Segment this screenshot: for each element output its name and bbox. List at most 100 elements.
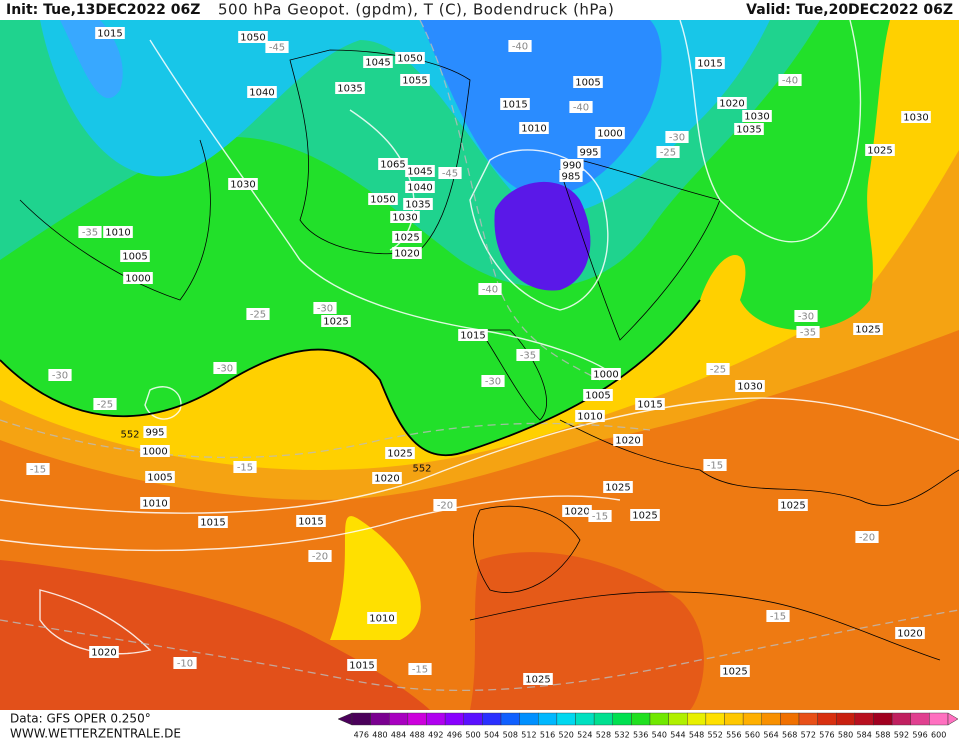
- pressure-label: 1025: [632, 511, 657, 522]
- colorbar-swatch: [538, 712, 558, 726]
- colorbar-label: 600: [931, 731, 946, 740]
- colorbar-swatch: [426, 712, 446, 726]
- pressure-label: 1015: [298, 517, 323, 528]
- pressure-label: 1025: [323, 317, 348, 328]
- pressure-label-bg: [523, 673, 553, 685]
- colorbar-swatch: [351, 712, 371, 726]
- contour-label: 552: [412, 464, 431, 475]
- colorbar-label: 524: [577, 731, 592, 740]
- scandinavia: [559, 159, 721, 341]
- temperature-label: -20: [437, 501, 453, 512]
- pressure-label: 1015: [502, 100, 527, 111]
- temperature-label-bg: [246, 308, 270, 320]
- colorbar-label: 500: [465, 731, 480, 740]
- pressure-label: 1050: [370, 195, 395, 206]
- colorbar-swatch: [649, 712, 669, 726]
- pressure-label: 1005: [585, 391, 610, 402]
- temperature-label-bg: [233, 461, 257, 473]
- pressure-label: 1030: [744, 112, 769, 123]
- colorbar-label: 576: [819, 731, 834, 740]
- colorbar-label: 556: [726, 731, 741, 740]
- pressure-label: 1020: [91, 648, 116, 659]
- pressure-label: 1015: [97, 29, 122, 40]
- pressure-label-bg: [458, 329, 488, 341]
- pressure-label-bg: [392, 247, 422, 259]
- isotherm: [0, 609, 959, 692]
- pressure-label: 1050: [397, 54, 422, 65]
- temperature-label-bg: [569, 101, 593, 113]
- colorbar-swatch: [612, 712, 632, 726]
- pressure-label: 1025: [855, 325, 880, 336]
- isotherm: [419, 19, 601, 381]
- pressure-label-bg: [853, 323, 883, 335]
- iberia: [473, 505, 581, 593]
- pressure-label-bg: [591, 368, 621, 380]
- temperature-label: -35: [82, 228, 98, 239]
- pressure-label-bg: [103, 226, 133, 238]
- pressure-label: 1020: [719, 99, 744, 110]
- temperature-label: -15: [707, 461, 723, 472]
- pressure-label: 985: [561, 172, 580, 183]
- colorbar-label: 540: [652, 731, 667, 740]
- colorbar-label: 508: [503, 731, 518, 740]
- pressure-label: 1040: [249, 88, 274, 99]
- colorbar-label: 584: [857, 731, 872, 740]
- temperature-label-bg: [508, 40, 532, 52]
- temperature-label: -30: [798, 312, 814, 323]
- coastlines: [19, 49, 959, 661]
- colorbar-swatch: [370, 712, 390, 726]
- temperature-label-bg: [438, 167, 462, 179]
- pressure-label-bg: [405, 165, 435, 177]
- pressure-label-bg: [143, 426, 167, 438]
- temperature-label: -25: [710, 365, 726, 376]
- temperature-label: -15: [770, 612, 786, 623]
- pressure-label-bg: [123, 272, 153, 284]
- temperature-label: -40: [482, 285, 498, 296]
- pressure-label-bg: [363, 56, 393, 68]
- greenland: [289, 49, 471, 255]
- colorbar-swatch: [780, 712, 800, 726]
- pressure-label: 1005: [122, 252, 147, 263]
- temperature-label: -15: [237, 463, 253, 474]
- temperature-label-bg: [706, 363, 730, 375]
- pressure-label: 1035: [337, 84, 362, 95]
- temperature-label: -40: [782, 76, 798, 87]
- pressure-label: 1025: [780, 501, 805, 512]
- pressure-label: 1015: [460, 331, 485, 342]
- temperature-label-bg: [794, 310, 818, 322]
- colorbar-swatch: [687, 712, 707, 726]
- valid-time: Valid: Tue,20DEC2022 06Z: [746, 2, 953, 18]
- colorbar-arrow-right: [947, 712, 959, 726]
- pressure-label-bg: [347, 659, 377, 671]
- pressure-label: 1010: [369, 614, 394, 625]
- temperature-label: -30: [317, 304, 333, 315]
- pressure-label-bg: [89, 646, 119, 658]
- colorbar-swatch: [742, 712, 762, 726]
- pressure-label-bg: [603, 481, 633, 493]
- pressure-label-bg: [635, 398, 665, 410]
- isobar: [469, 149, 609, 311]
- temperature-label: -30: [217, 364, 233, 375]
- temperature-label: -20: [312, 552, 328, 563]
- isobar: [39, 589, 152, 655]
- pressure-label: 1025: [605, 483, 630, 494]
- temperature-label-bg: [588, 510, 612, 522]
- isobar: [149, 39, 621, 381]
- pressure-label: 1050: [240, 33, 265, 44]
- pressure-label-bg: [613, 434, 643, 446]
- temperature-label-bg: [78, 226, 102, 238]
- pressure-label-bg: [559, 170, 583, 182]
- isobar: [0, 397, 959, 514]
- pressure-label: 1065: [380, 160, 405, 171]
- colorbar-label: 528: [596, 731, 611, 740]
- pressure-label: 1040: [407, 183, 432, 194]
- pressure-label-bg: [630, 509, 660, 521]
- isolines: [0, 19, 959, 692]
- colorbar-swatch: [407, 712, 427, 726]
- colorbar-swatch: [724, 712, 744, 726]
- pressure-label: 1005: [147, 473, 172, 484]
- pressure-label-bg: [405, 181, 435, 193]
- pressure-label-bg: [720, 665, 750, 677]
- pressure-label-bg: [403, 198, 433, 210]
